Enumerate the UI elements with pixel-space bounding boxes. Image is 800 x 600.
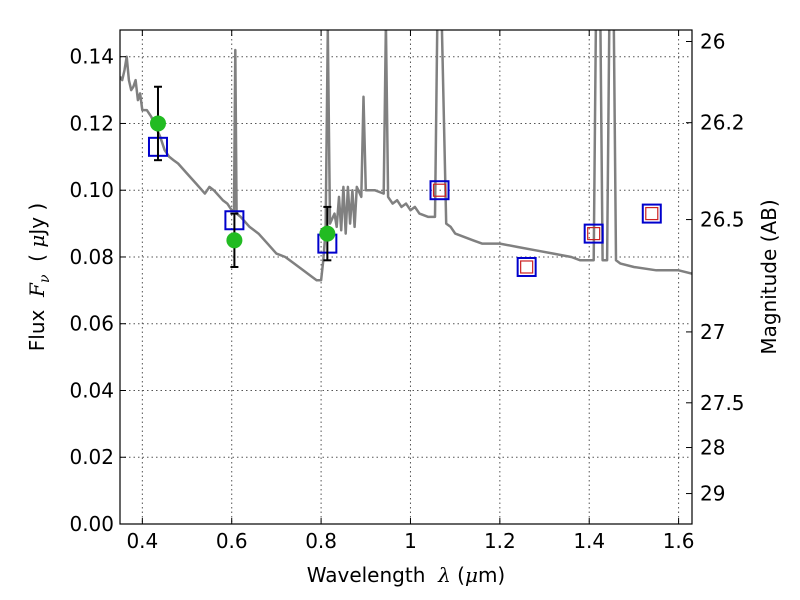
right-tick-label: 26.2 (700, 111, 745, 135)
y-tick-label: 0.10 (69, 178, 114, 202)
y-tick-label: 0.12 (69, 111, 114, 135)
y-tick-label: 0.00 (69, 512, 114, 536)
x-tick-label: 1.6 (663, 529, 695, 553)
y-tick-label: 0.14 (69, 45, 114, 69)
y-axis-label: Flux Fν ( μJy ) (25, 203, 53, 351)
grid (120, 30, 692, 525)
right-tick-label: 27.5 (700, 391, 745, 415)
model-spectrum-line (120, 30, 692, 282)
observed-point (149, 115, 166, 132)
model-photometry-box (429, 180, 450, 201)
right-tick-label: 28 (700, 436, 725, 460)
x-tick-label: 0.4 (126, 529, 158, 553)
x-tick-label: 0.6 (216, 529, 248, 553)
model-photometry-inner-box (432, 183, 447, 197)
observed-point (226, 232, 243, 249)
x-tick-label: 1.4 (573, 529, 605, 553)
y-tick-label: 0.04 (69, 378, 114, 402)
plot-area (120, 30, 692, 282)
x-tick-label: 1.2 (484, 529, 516, 553)
x-axis-label: Wavelength λ (μm) (307, 563, 506, 587)
axis-ticks: 0.4 0.6 0.8 1 1.2 1.4 1.6 0.00 0.02 0.04 0.06 0.08 0… (69, 30, 744, 553)
model-photometry-inner-box (645, 206, 659, 221)
right-tick-label: 27 (700, 320, 725, 344)
right-tick-label: 26.5 (700, 208, 745, 232)
model-photometry-box (583, 223, 604, 244)
model-photometry-inner-box (520, 260, 534, 274)
y-tick-label: 0.06 (69, 312, 114, 336)
plot-frame (119, 29, 693, 525)
y-tick-label: 0.08 (69, 245, 114, 269)
model-photometry-box (641, 203, 662, 224)
right-tick-label: 26 (700, 30, 725, 54)
x-tick-label: 1 (404, 529, 417, 553)
right-axis-label: Magnitude (AB) (757, 199, 781, 354)
y-tick-label: 0.02 (69, 445, 114, 469)
model-photometry-box (516, 256, 537, 277)
right-tick-label: 29 (700, 482, 725, 506)
model-photometry-inner-box (587, 227, 601, 241)
observed-point (319, 225, 336, 242)
x-tick-label: 0.8 (305, 529, 337, 553)
